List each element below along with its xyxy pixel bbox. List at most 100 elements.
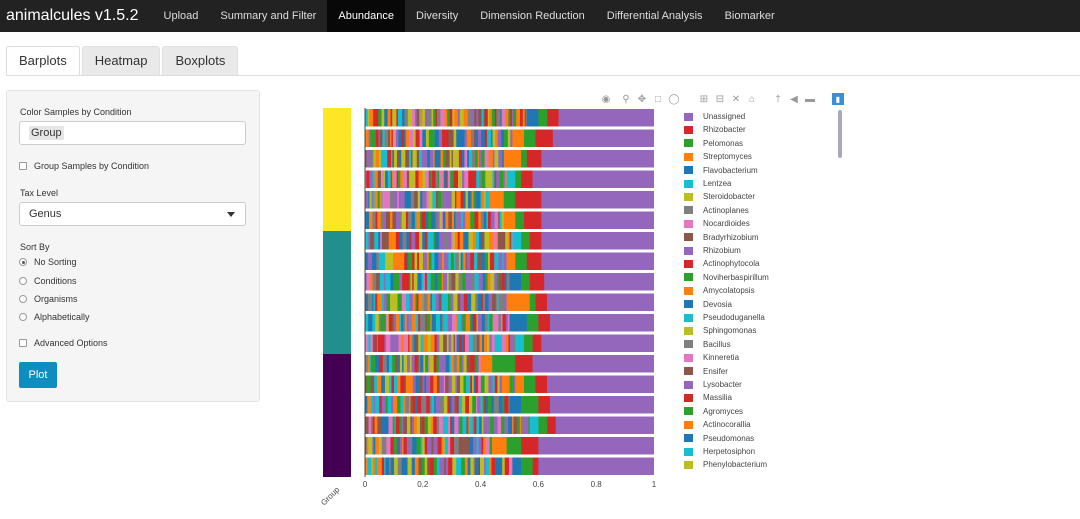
- bar-segment[interactable]: [385, 396, 389, 414]
- bar-segment[interactable]: [421, 150, 424, 168]
- legend-item[interactable]: Noviherbaspirillum: [684, 273, 769, 282]
- bar-segment[interactable]: [369, 109, 373, 127]
- legend-item[interactable]: Bacillus: [684, 340, 731, 349]
- bar-segment[interactable]: [469, 416, 473, 435]
- bar-segment[interactable]: [391, 252, 394, 271]
- bar-segment[interactable]: [386, 355, 390, 373]
- bar-segment[interactable]: [427, 211, 432, 230]
- bar-segment[interactable]: [495, 129, 498, 148]
- bar-segment[interactable]: [435, 293, 440, 312]
- bar-segment[interactable]: [463, 252, 466, 271]
- bar-segment[interactable]: [410, 396, 414, 414]
- bar-segment[interactable]: [385, 232, 389, 250]
- bar-segment-major[interactable]: [515, 211, 525, 230]
- bar-segment[interactable]: [453, 355, 458, 373]
- bar-segment[interactable]: [365, 396, 368, 414]
- bar-segment[interactable]: [501, 232, 506, 250]
- bar-segment[interactable]: [471, 314, 474, 332]
- bar-segment[interactable]: [445, 211, 449, 230]
- bar-segment[interactable]: [455, 252, 460, 271]
- bar-segment[interactable]: [397, 396, 401, 414]
- bar-segment[interactable]: [456, 457, 458, 476]
- legend-item[interactable]: Pseudoduganella: [684, 313, 765, 322]
- bar-segment[interactable]: [486, 396, 489, 414]
- bar-segment[interactable]: [444, 191, 449, 209]
- bar-segment[interactable]: [505, 375, 510, 394]
- bar-segment[interactable]: [405, 150, 410, 168]
- bar-segment[interactable]: [411, 170, 416, 189]
- bar-segment[interactable]: [412, 375, 416, 394]
- bar-segment[interactable]: [469, 150, 473, 168]
- bar-segment[interactable]: [476, 334, 480, 353]
- bar-segment[interactable]: [389, 375, 392, 394]
- bar-segment[interactable]: [389, 191, 395, 209]
- bar-segment[interactable]: [451, 211, 455, 230]
- bar-segment[interactable]: [435, 314, 440, 332]
- bar-segment[interactable]: [455, 150, 460, 168]
- bar-segment[interactable]: [484, 334, 488, 353]
- bar-segment[interactable]: [427, 437, 432, 455]
- bar-segment[interactable]: [403, 416, 408, 435]
- bar-segment[interactable]: [485, 457, 490, 476]
- bar-segment[interactable]: [390, 170, 393, 189]
- bar-segment[interactable]: [516, 109, 521, 127]
- bar-segment[interactable]: [437, 437, 442, 455]
- bar-segment[interactable]: [379, 355, 384, 373]
- bar-segment[interactable]: [416, 109, 420, 127]
- bar-segment-major[interactable]: [521, 437, 539, 455]
- bar-segment[interactable]: [501, 109, 506, 127]
- bar-segment[interactable]: [373, 293, 376, 312]
- bar-segment[interactable]: [450, 396, 453, 414]
- bar-segment[interactable]: [479, 416, 483, 435]
- bar-segment[interactable]: [492, 150, 495, 168]
- bar-segment[interactable]: [498, 334, 503, 353]
- bar-segment[interactable]: [466, 375, 471, 394]
- bar-segment[interactable]: [392, 150, 395, 168]
- bar-segment[interactable]: [410, 150, 413, 168]
- bar-segment[interactable]: [423, 273, 426, 291]
- bar-segment[interactable]: [456, 396, 460, 414]
- nav-diversity[interactable]: Diversity: [416, 10, 459, 22]
- bar-segment[interactable]: [498, 273, 502, 291]
- bar-segment[interactable]: [465, 232, 469, 250]
- bar-segment-major[interactable]: [506, 170, 516, 189]
- bar-segment[interactable]: [431, 396, 435, 414]
- bar-segment[interactable]: [382, 129, 385, 148]
- bar-segment[interactable]: [404, 375, 407, 394]
- bar-segment[interactable]: [463, 416, 467, 435]
- bar-segment[interactable]: [447, 170, 451, 189]
- bar-segment[interactable]: [412, 109, 416, 127]
- bar-segment[interactable]: [383, 170, 386, 189]
- bar-segment[interactable]: [438, 252, 443, 271]
- bar-segment[interactable]: [455, 211, 459, 230]
- bar-segment-major[interactable]: [515, 191, 542, 209]
- bar-segment[interactable]: [420, 314, 423, 332]
- bar-segment[interactable]: [499, 375, 503, 394]
- bar-segment[interactable]: [504, 293, 507, 312]
- bar-segment[interactable]: [486, 211, 489, 230]
- bar-segment[interactable]: [488, 375, 493, 394]
- bar-segment[interactable]: [475, 129, 479, 148]
- bar-segment[interactable]: [450, 437, 455, 455]
- bar-segment-major[interactable]: [521, 170, 533, 189]
- bar-segment[interactable]: [484, 150, 487, 168]
- bar-segment[interactable]: [471, 191, 474, 209]
- bar-segment[interactable]: [497, 129, 501, 148]
- bar-segment[interactable]: [436, 355, 440, 373]
- bar-segment[interactable]: [401, 314, 404, 332]
- bar-segment[interactable]: [487, 314, 490, 332]
- bar-segment[interactable]: [458, 170, 463, 189]
- bar-segment[interactable]: [373, 150, 376, 168]
- bar-segment[interactable]: [426, 314, 431, 332]
- bar-segment[interactable]: [404, 334, 409, 353]
- bar-segment[interactable]: [507, 314, 510, 332]
- bar-segment[interactable]: [469, 191, 472, 209]
- bar-segment[interactable]: [511, 109, 514, 127]
- bar-segment[interactable]: [432, 191, 437, 209]
- bar-segment[interactable]: [455, 375, 458, 394]
- bar-segment[interactable]: [489, 457, 492, 476]
- bar-segment[interactable]: [370, 211, 373, 230]
- bar-segment[interactable]: [438, 355, 442, 373]
- bar-segment[interactable]: [412, 396, 416, 414]
- bar-segment[interactable]: [377, 170, 382, 189]
